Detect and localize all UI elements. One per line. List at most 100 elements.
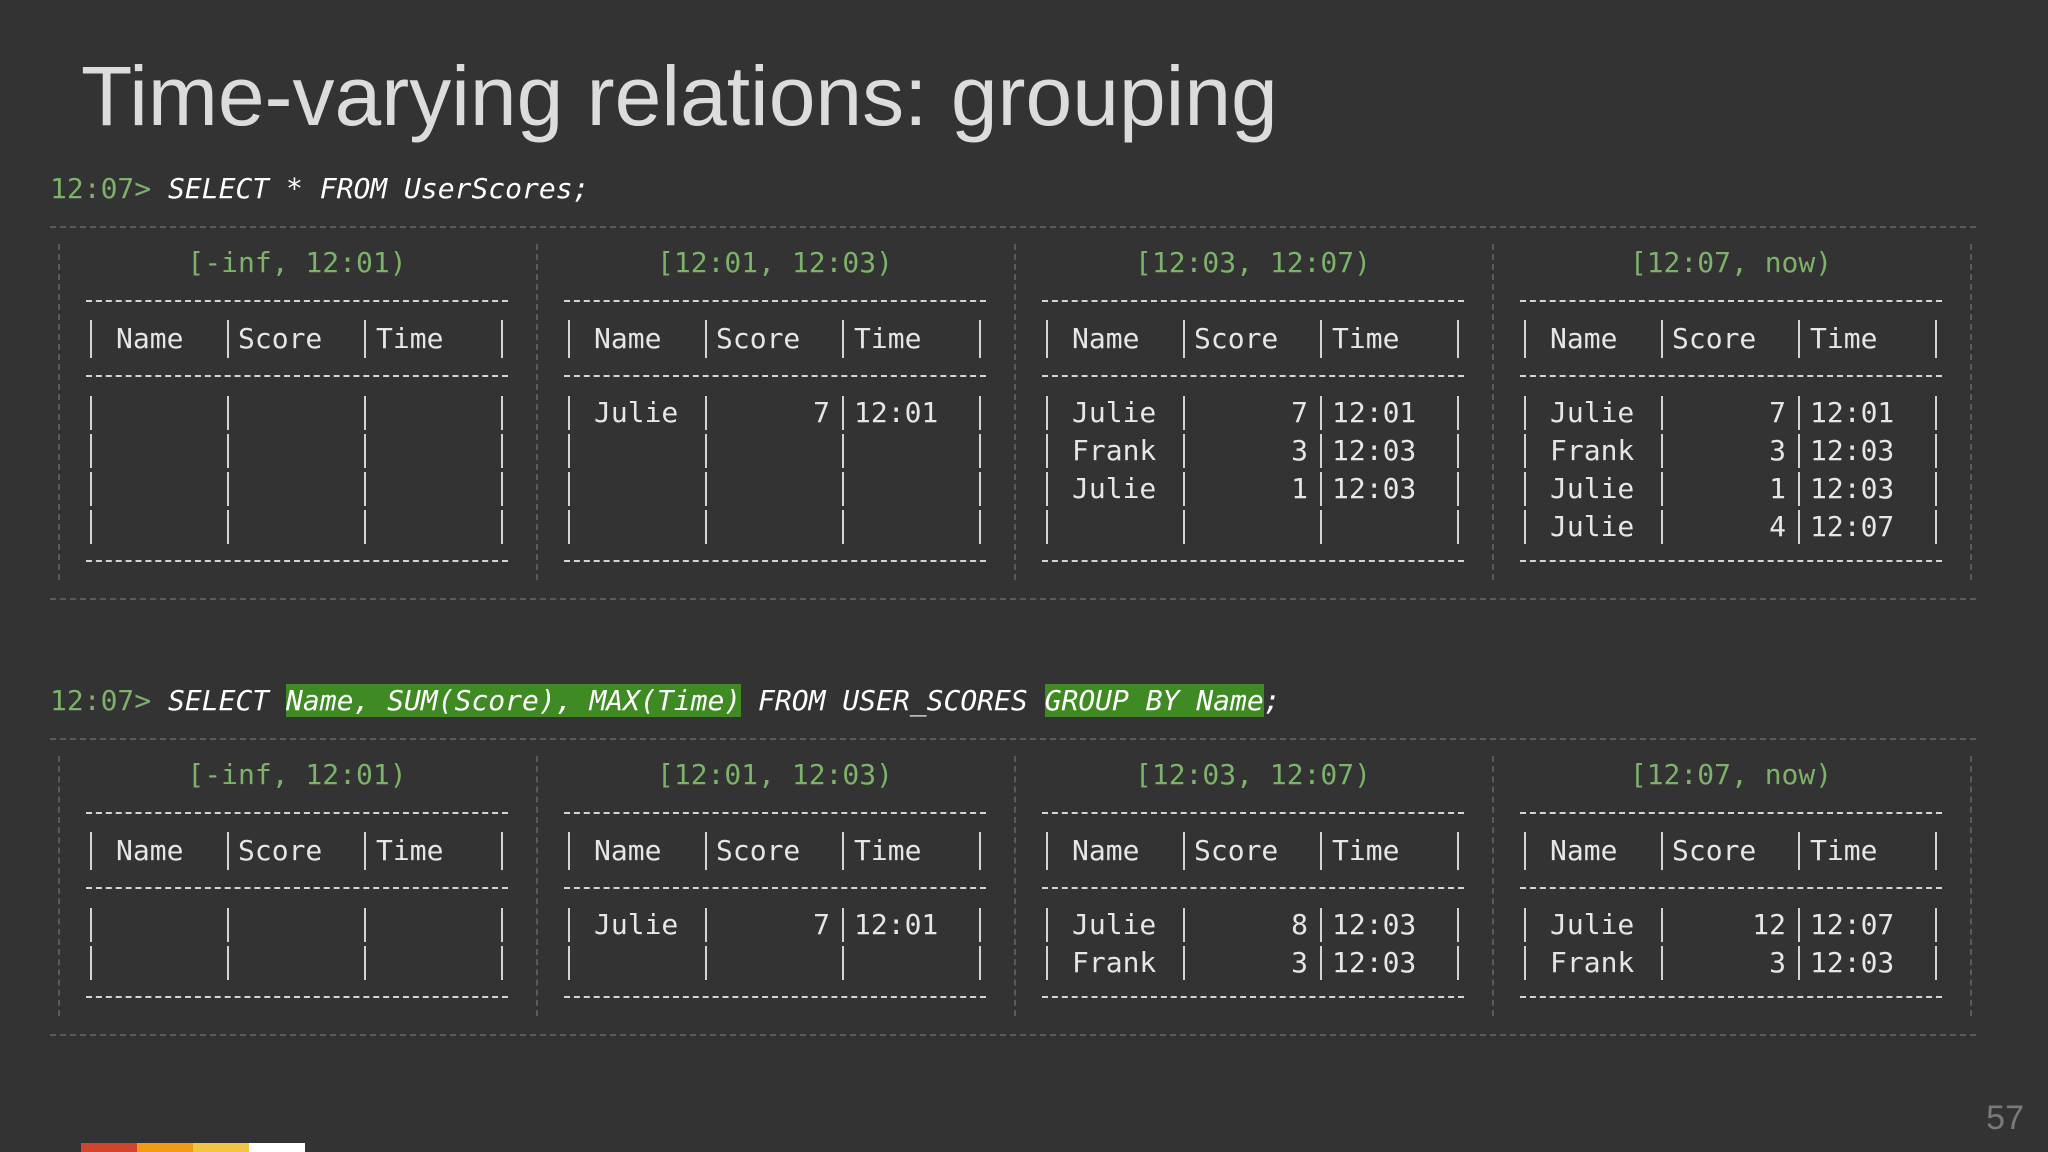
panel-separator: [1970, 244, 1972, 580]
table-column-bar: [1661, 434, 1663, 468]
table-column-bar: [90, 908, 92, 942]
table-column-bar: [705, 510, 707, 544]
sql-highlight: GROUP BY Name: [1044, 684, 1264, 717]
table-column-bar: [1524, 832, 1526, 870]
table-column-bar: [1320, 908, 1322, 942]
table-column-bar: [1320, 472, 1322, 506]
prompt-time: 12:07>: [50, 684, 152, 717]
table-cell: [1194, 508, 1308, 546]
table-cell: 3: [1291, 946, 1308, 979]
column-header: Time: [854, 834, 922, 867]
table-column-bar: [90, 510, 92, 544]
table-cell: [376, 508, 488, 546]
table-column-bar: [1798, 908, 1800, 942]
table-cell: [716, 508, 830, 546]
table-column-bar: [227, 946, 229, 980]
column-header: Score: [1672, 834, 1757, 867]
table-column-bar: [90, 434, 92, 468]
table-column-bar: [1524, 396, 1526, 430]
column-header: Time: [854, 322, 922, 355]
table-cell: [238, 394, 352, 432]
table-column-bar: [1935, 908, 1937, 942]
table-cell: [116, 944, 216, 982]
panel-separator: [1492, 244, 1494, 580]
table-column-bar: [501, 472, 503, 506]
table-cell: Julie: [1072, 396, 1157, 429]
table-column-bar: [1457, 510, 1459, 544]
table-cell: 7: [1769, 396, 1786, 429]
table-column-bar: [1046, 472, 1048, 506]
table-column-bar: [1661, 832, 1663, 870]
table-column-bar: [1457, 908, 1459, 942]
table-column-bar: [90, 832, 92, 870]
table-column-bar: [1046, 434, 1048, 468]
table-cell: 12:03: [1332, 946, 1417, 979]
table-column-bar: [1457, 946, 1459, 980]
column-header: Name: [1550, 322, 1618, 355]
page-number: 57: [1986, 1099, 2024, 1137]
column-header: Name: [1550, 834, 1618, 867]
table-rule: [86, 812, 508, 814]
table-column-bar: [364, 396, 366, 430]
interval-label: [-inf, 12:01): [187, 246, 407, 279]
table-cell: Julie: [594, 908, 679, 941]
table-column-bar: [979, 832, 981, 870]
table-cell: 12:07: [1810, 510, 1895, 543]
table-column-bar: [979, 320, 981, 358]
table-cell: 8: [1291, 908, 1308, 941]
table-column-bar: [1661, 472, 1663, 506]
table-column-bar: [1935, 946, 1937, 980]
table-cell: [238, 508, 352, 546]
table-column-bar: [1798, 510, 1800, 544]
table-rule: [1520, 887, 1942, 889]
table-cell: 12: [1752, 908, 1786, 941]
table-column-bar: [1524, 510, 1526, 544]
table-rule: [564, 887, 986, 889]
panel-separator: [1970, 756, 1972, 1016]
table-column-bar: [227, 832, 229, 870]
column-header: Score: [1194, 834, 1279, 867]
column-header: Score: [1672, 322, 1757, 355]
column-header: Time: [376, 322, 444, 355]
table-cell: [238, 432, 352, 470]
slide-title: Time-varying relations: grouping: [81, 49, 1278, 143]
table-column-bar: [1457, 396, 1459, 430]
table-column-bar: [568, 472, 570, 506]
table-column-bar: [501, 946, 503, 980]
table-cell: Frank: [1072, 946, 1157, 979]
panel-separator: [58, 756, 60, 1016]
table-cell: 7: [1291, 396, 1308, 429]
table-column-bar: [501, 832, 503, 870]
table-column-bar: [705, 908, 707, 942]
table-column-bar: [979, 946, 981, 980]
table-column-bar: [1320, 832, 1322, 870]
table-rule: [86, 996, 508, 998]
table-column-bar: [568, 434, 570, 468]
table-column-bar: [1935, 832, 1937, 870]
sql-highlight: Name, SUM(Score), MAX(Time): [286, 684, 742, 717]
table-column-bar: [90, 320, 92, 358]
table-column-bar: [705, 472, 707, 506]
outer-dashed-border-bottom: [50, 598, 1976, 600]
table-rule: [564, 300, 986, 302]
table-column-bar: [568, 510, 570, 544]
panel-separator: [536, 244, 538, 580]
table-column-bar: [842, 510, 844, 544]
table-cell: [594, 470, 694, 508]
table-rule: [86, 887, 508, 889]
table-rule: [1042, 375, 1464, 377]
table-column-bar: [90, 946, 92, 980]
table-cell: 1: [1291, 472, 1308, 505]
table-column-bar: [1046, 946, 1048, 980]
table-column-bar: [227, 396, 229, 430]
table-column-bar: [1046, 832, 1048, 870]
sql-text: ;: [1263, 684, 1281, 717]
table-cell: Julie: [1550, 472, 1635, 505]
table-cell: Julie: [1072, 472, 1157, 505]
column-header: Score: [716, 322, 801, 355]
panel-separator: [58, 244, 60, 580]
table-column-bar: [842, 832, 844, 870]
table-column-bar: [1524, 908, 1526, 942]
table-cell: [716, 470, 830, 508]
table-column-bar: [842, 396, 844, 430]
